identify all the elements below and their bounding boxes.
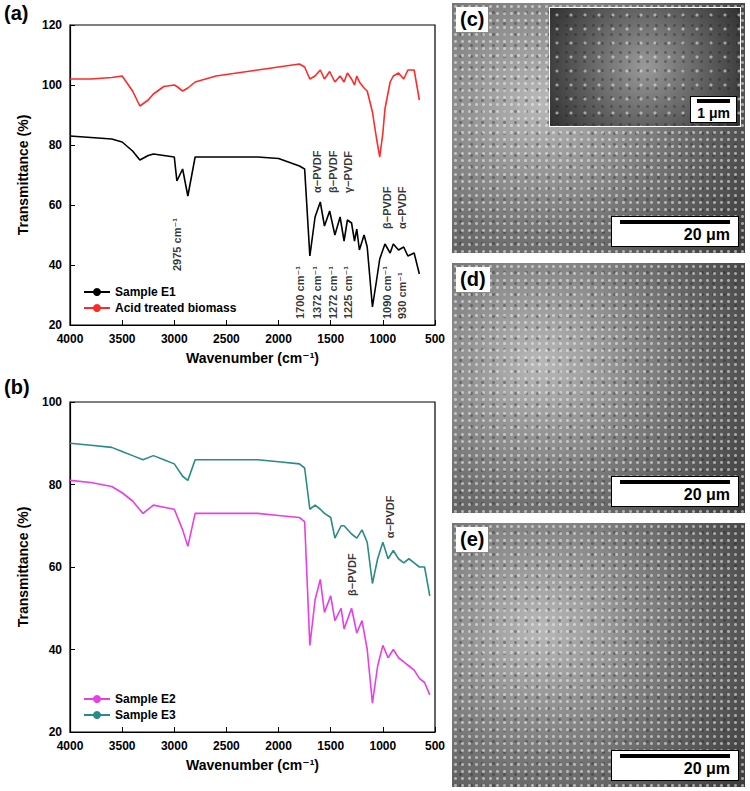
html-text:(d): (d) — [460, 268, 486, 290]
svg-text:1700 cm⁻¹: 1700 cm⁻¹ — [294, 266, 306, 319]
svg-text:500: 500 — [425, 739, 445, 753]
svg-text:120: 120 — [42, 18, 62, 32]
html-text:(a): (a) — [4, 2, 29, 24]
svg-text:2500: 2500 — [213, 739, 240, 753]
html-text:20 μm: 20 μm — [683, 760, 730, 777]
svg-text:α−PVDF: α−PVDF — [384, 495, 396, 538]
svg-text:Transmittance (%): Transmittance (%) — [15, 507, 31, 628]
svg-text:β−PVDF: β−PVDF — [327, 150, 339, 193]
svg-text:β−PVDF: β−PVDF — [381, 186, 393, 229]
svg-text:80: 80 — [49, 138, 63, 152]
html-text:(c): (c) — [460, 8, 485, 30]
svg-text:1500: 1500 — [317, 332, 344, 346]
svg-text:2975 cm⁻¹: 2975 cm⁻¹ — [171, 218, 183, 271]
svg-text:60: 60 — [49, 198, 63, 212]
svg-text:100: 100 — [42, 78, 62, 92]
svg-text:Wavenumber (cm⁻¹): Wavenumber (cm⁻¹) — [186, 757, 319, 773]
svg-text:930 cm⁻¹: 930 cm⁻¹ — [396, 272, 408, 319]
svg-text:1372 cm⁻¹: 1372 cm⁻¹ — [311, 266, 323, 319]
svg-text:40: 40 — [49, 258, 63, 272]
svg-text:3500: 3500 — [109, 739, 136, 753]
svg-text:40: 40 — [49, 643, 63, 657]
svg-text:1000: 1000 — [370, 739, 397, 753]
svg-text:β−PVDF: β−PVDF — [346, 553, 358, 596]
svg-text:80: 80 — [49, 478, 63, 492]
svg-text:2000: 2000 — [265, 332, 292, 346]
html-text:(b): (b) — [4, 376, 30, 398]
svg-text:Sample E3: Sample E3 — [115, 708, 176, 722]
svg-text:4000: 4000 — [57, 739, 84, 753]
svg-text:2000: 2000 — [265, 739, 292, 753]
svg-text:1225 cm⁻¹: 1225 cm⁻¹ — [342, 266, 354, 319]
svg-text:3000: 3000 — [161, 332, 188, 346]
svg-text:4000: 4000 — [57, 332, 84, 346]
html-text:(e): (e) — [460, 528, 485, 550]
svg-text:γ−PVDF: γ−PVDF — [342, 151, 354, 193]
svg-text:1000: 1000 — [370, 332, 397, 346]
svg-text:1500: 1500 — [317, 739, 344, 753]
svg-text:60: 60 — [49, 560, 63, 574]
svg-text:20: 20 — [49, 725, 63, 739]
svg-text:3500: 3500 — [109, 332, 136, 346]
svg-text:Wavenumber (cm⁻¹): Wavenumber (cm⁻¹) — [186, 350, 319, 366]
svg-text:1090 cm⁻¹: 1090 cm⁻¹ — [381, 266, 393, 319]
svg-text:α−PVDF: α−PVDF — [396, 186, 408, 229]
html-text:20 μm: 20 μm — [683, 486, 730, 503]
svg-text:2500: 2500 — [213, 332, 240, 346]
svg-text:Acid treated biomass: Acid treated biomass — [115, 301, 237, 315]
svg-text:1272 cm⁻¹: 1272 cm⁻¹ — [327, 266, 339, 319]
svg-text:500: 500 — [425, 332, 445, 346]
svg-text:100: 100 — [42, 395, 62, 409]
svg-text:α−PVDF: α−PVDF — [311, 150, 323, 193]
svg-text:Sample E2: Sample E2 — [115, 692, 176, 706]
svg-text:3000: 3000 — [161, 739, 188, 753]
svg-text:20: 20 — [49, 318, 63, 332]
svg-text:Sample E1: Sample E1 — [115, 285, 176, 299]
html-text:20 μm: 20 μm — [683, 226, 730, 243]
svg-text:Transmittance (%): Transmittance (%) — [15, 115, 31, 236]
html-text:1 μm: 1 μm — [697, 105, 730, 121]
